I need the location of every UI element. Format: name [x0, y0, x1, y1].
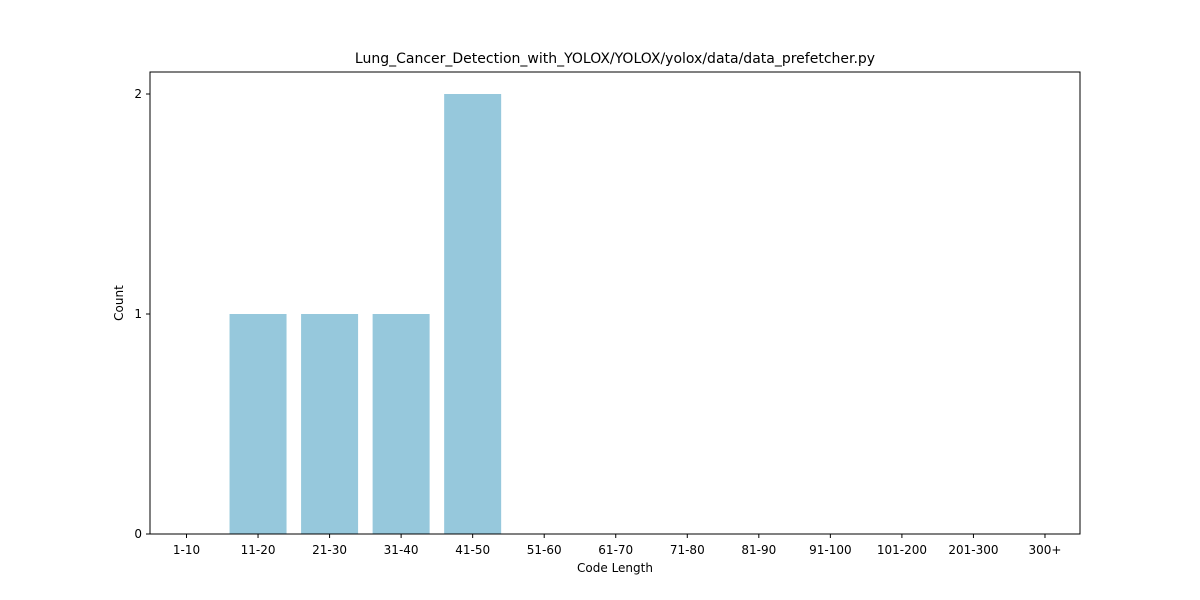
- plot-frame: [149, 71, 1081, 535]
- bar-21-30: [301, 314, 359, 534]
- x-tick-label-11-20: 11-20: [241, 543, 276, 557]
- bars-group: [229, 94, 502, 534]
- y-tick-label-1: 1: [134, 307, 142, 321]
- y-axis-label: Count: [112, 285, 126, 321]
- x-tick-label-51-60: 51-60: [527, 543, 562, 557]
- x-tick-label-1-10: 1-10: [173, 543, 200, 557]
- x-axis-label: Code Length: [577, 561, 653, 575]
- bar-11-20: [229, 314, 287, 534]
- x-tick-label-61-70: 61-70: [598, 543, 633, 557]
- x-tick-label-201-300: 201-300: [948, 543, 998, 557]
- x-tick-label-81-90: 81-90: [741, 543, 776, 557]
- x-tick-label-101-200: 101-200: [877, 543, 927, 557]
- y-tick-label-2: 2: [134, 87, 142, 101]
- chart-title: Lung_Cancer_Detection_with_YOLOX/YOLOX/y…: [355, 51, 875, 67]
- bar-31-40: [372, 314, 430, 534]
- y-tick-label-0: 0: [134, 527, 142, 541]
- x-tick-label-300+: 300+: [1028, 543, 1061, 557]
- x-axis-ticks: 1-10 11-20 21-30 31-40 41-50 51-60 61-70 71-80 8…: [173, 534, 1061, 557]
- x-tick-label-21-30: 21-30: [312, 543, 347, 557]
- x-tick-label-71-80: 71-80: [670, 543, 705, 557]
- x-tick-label-41-50: 41-50: [455, 543, 490, 557]
- bar-41-50: [444, 94, 502, 534]
- x-tick-label-31-40: 31-40: [384, 543, 419, 557]
- x-tick-label-91-100: 91-100: [809, 543, 852, 557]
- y-axis-ticks: 0 1 2: [134, 87, 150, 541]
